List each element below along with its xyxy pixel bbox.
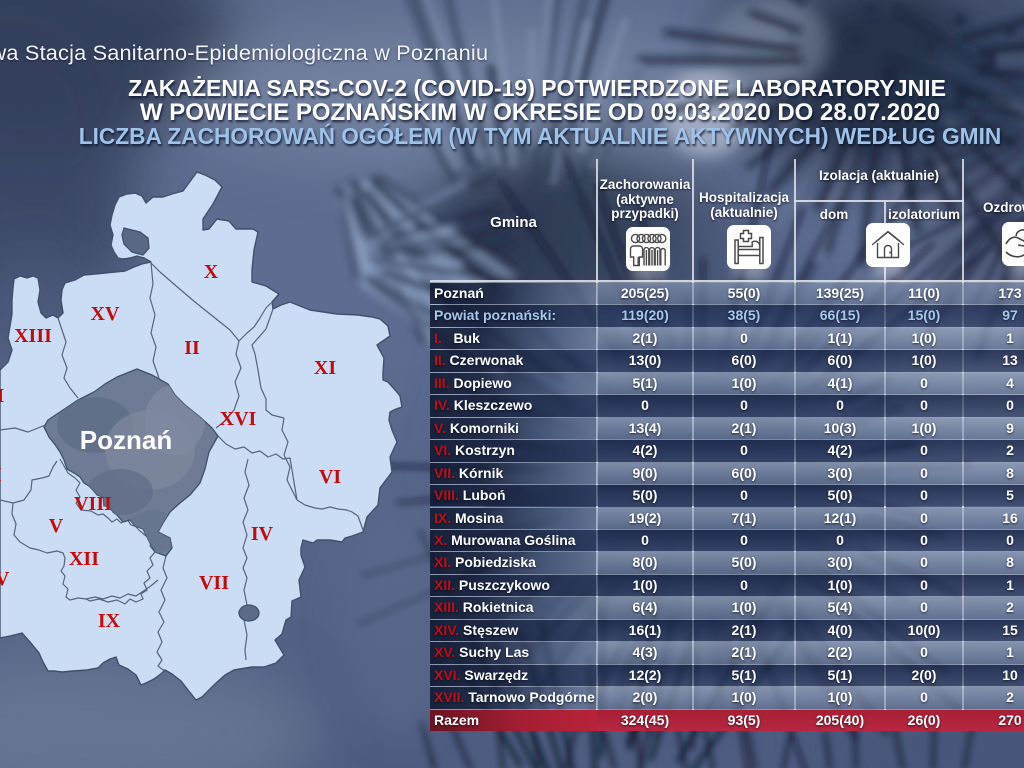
svg-text:IX: IX (98, 610, 121, 632)
svg-text:XII: XII (69, 548, 99, 570)
svg-text:XIII: XIII (14, 325, 52, 347)
svg-text:VI: VI (319, 466, 341, 488)
svg-text:X: X (204, 261, 219, 283)
svg-text:XIV: XIV (0, 568, 10, 590)
svg-text:VII: VII (199, 572, 229, 594)
svg-text:XVI: XVI (220, 408, 257, 430)
svg-text:IV: IV (251, 523, 274, 545)
svg-text:XVII: XVII (0, 385, 4, 407)
svg-text:II: II (184, 337, 200, 359)
svg-text:V: V (49, 515, 64, 537)
svg-text:VIII: VIII (74, 493, 112, 515)
svg-text:III: III (0, 464, 2, 486)
svg-text:XV: XV (91, 303, 120, 325)
svg-text:XI: XI (314, 357, 336, 379)
svg-text:Poznań: Poznań (80, 425, 172, 455)
